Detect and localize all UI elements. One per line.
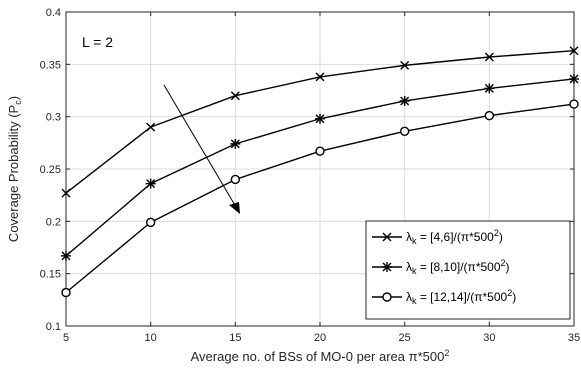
data-point bbox=[399, 95, 410, 106]
series-group bbox=[61, 46, 579, 298]
legend-marker bbox=[382, 292, 392, 302]
data-point bbox=[61, 188, 71, 198]
y-tick-label: 0.1 bbox=[46, 321, 61, 333]
data-point bbox=[230, 91, 240, 101]
y-tick-label: 0.15 bbox=[40, 269, 61, 281]
data-point bbox=[569, 46, 579, 56]
y-tick-label: 0.3 bbox=[46, 112, 61, 124]
x-tick-label: 15 bbox=[229, 332, 241, 344]
data-point bbox=[61, 250, 71, 261]
data-point bbox=[61, 287, 71, 298]
x-axis-title: Average no. of BSs of MO-0 per area π*50… bbox=[191, 348, 450, 364]
trend-arrow bbox=[163, 84, 240, 214]
x-tick-label: 10 bbox=[145, 332, 157, 344]
series-1 bbox=[61, 46, 579, 198]
data-point bbox=[230, 174, 241, 185]
data-point bbox=[400, 60, 410, 70]
data-point bbox=[484, 110, 495, 121]
legend-label: λk = [4,6]/(π*5002) bbox=[406, 228, 503, 246]
series-2 bbox=[61, 73, 579, 261]
y-tick-label: 0.25 bbox=[40, 164, 61, 176]
legend-label: λk = [12,14]/(π*5002) bbox=[406, 288, 516, 306]
y-tick-label: 0.4 bbox=[46, 7, 61, 19]
legend-item-1: λk = [4,6]/(π*5002) bbox=[372, 228, 503, 246]
x-tick-label: 5 bbox=[63, 332, 69, 344]
legend-marker bbox=[382, 232, 392, 242]
data-point bbox=[399, 126, 410, 137]
legend-marker bbox=[382, 262, 392, 272]
annotation-l-equals-2: L = 2 bbox=[82, 34, 113, 50]
data-point bbox=[484, 52, 494, 62]
data-point bbox=[145, 217, 156, 228]
series-3 bbox=[61, 99, 579, 298]
data-point bbox=[146, 122, 156, 132]
axis-ticks: 5 10 15 20 25 30 35 0.1 0.15 0.2 0.25 0.3 0.35 0.4 bbox=[40, 7, 581, 344]
legend-item-3: λk = [12,14]/(π*5002) bbox=[372, 288, 516, 306]
data-point bbox=[484, 83, 495, 94]
x-tick-label: 30 bbox=[483, 332, 495, 344]
data-point bbox=[145, 178, 156, 189]
y-axis-title: Coverage Probability (Pc) bbox=[6, 96, 23, 242]
data-point bbox=[569, 99, 579, 109]
data-point bbox=[230, 138, 241, 149]
legend-label: λk = [8,10]/(π*5002) bbox=[406, 258, 510, 276]
data-point bbox=[569, 73, 579, 84]
data-point bbox=[315, 72, 325, 82]
data-point bbox=[315, 113, 325, 124]
y-tick-label: 0.35 bbox=[40, 59, 61, 71]
x-tick-label: 25 bbox=[399, 332, 411, 344]
x-tick-label: 20 bbox=[314, 332, 326, 344]
legend: λk = [4,6]/(π*5002) λk = [8,10]/(π*5002) λ… bbox=[365, 220, 571, 320]
x-tick-label: 35 bbox=[568, 332, 580, 344]
data-point bbox=[315, 146, 325, 156]
legend-item-2: λk = [8,10]/(π*5002) bbox=[372, 258, 510, 276]
y-tick-label: 0.2 bbox=[46, 216, 61, 228]
